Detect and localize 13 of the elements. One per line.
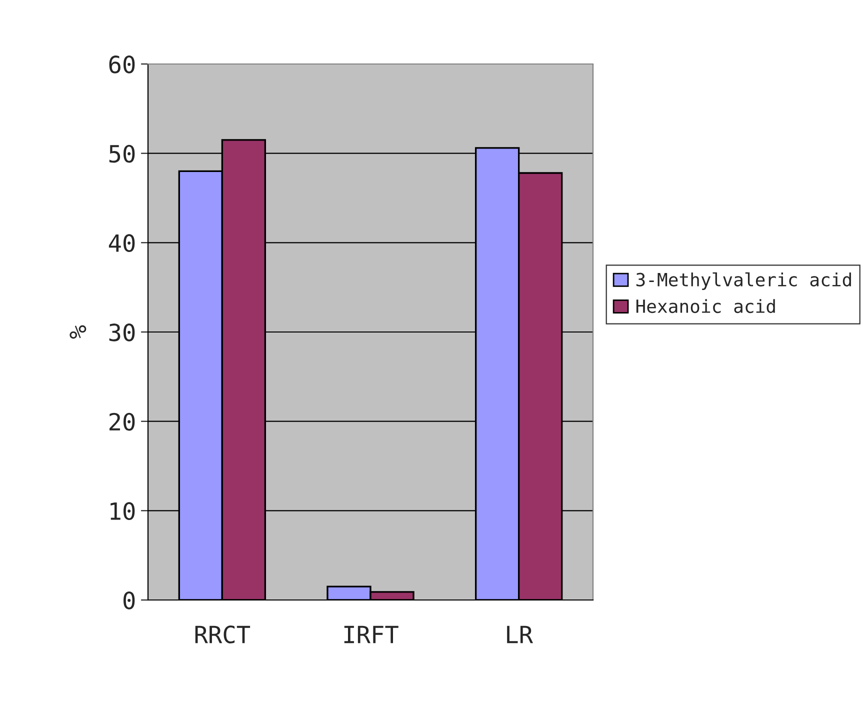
legend-label: Hexanoic acid (636, 299, 775, 314)
y-tick-label: 20 (110, 412, 135, 431)
y-tick-label: 10 (110, 502, 135, 520)
y-tick-label: 0 (124, 592, 135, 610)
y-axis-title: % (70, 325, 86, 339)
y-tick-label: 40 (108, 234, 135, 252)
x-tick-label: LR (507, 626, 534, 644)
x-tick-label: IRFT (344, 626, 398, 644)
legend-label: 3-Methylvaleric acid (636, 272, 851, 290)
y-tick-label: 30 (109, 324, 135, 342)
x-tick-label: RRCT (195, 626, 250, 644)
y-tick-label: 60 (109, 56, 135, 74)
y-tick-label: 50 (109, 144, 135, 163)
